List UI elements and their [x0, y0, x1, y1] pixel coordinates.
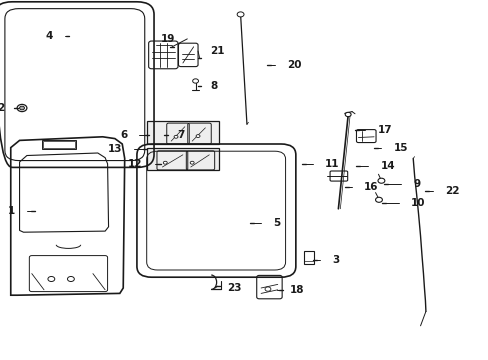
- Text: 18: 18: [289, 285, 304, 295]
- Circle shape: [375, 197, 382, 202]
- Circle shape: [196, 135, 200, 138]
- Text: 9: 9: [412, 179, 420, 189]
- Circle shape: [190, 161, 194, 164]
- Text: 12: 12: [128, 159, 142, 169]
- Text: 20: 20: [287, 60, 302, 70]
- Circle shape: [237, 12, 244, 17]
- Text: 22: 22: [444, 186, 459, 196]
- Bar: [43, 141, 75, 148]
- Text: 11: 11: [325, 159, 339, 169]
- Text: 13: 13: [107, 144, 122, 154]
- Circle shape: [48, 276, 55, 282]
- Text: 10: 10: [410, 198, 425, 208]
- Text: 16: 16: [364, 182, 378, 192]
- Text: 5: 5: [272, 218, 280, 228]
- Text: 8: 8: [210, 81, 217, 91]
- Text: 1: 1: [7, 206, 15, 216]
- Text: 6: 6: [120, 130, 127, 140]
- Text: 23: 23: [227, 283, 242, 293]
- Bar: [41, 140, 76, 149]
- Bar: [146, 121, 219, 144]
- Circle shape: [163, 161, 167, 164]
- Circle shape: [17, 104, 27, 112]
- Text: 4: 4: [45, 31, 53, 41]
- Circle shape: [264, 287, 270, 291]
- Text: 17: 17: [377, 125, 391, 135]
- Text: 19: 19: [161, 34, 175, 44]
- Circle shape: [345, 112, 350, 117]
- Bar: [304, 251, 313, 264]
- Bar: [146, 148, 219, 170]
- Circle shape: [174, 135, 178, 138]
- Circle shape: [67, 276, 74, 282]
- Text: 15: 15: [393, 143, 407, 153]
- Text: 7: 7: [177, 130, 184, 140]
- Circle shape: [192, 79, 198, 83]
- Circle shape: [377, 178, 384, 183]
- Circle shape: [20, 106, 24, 110]
- Text: 3: 3: [332, 255, 339, 265]
- Text: 21: 21: [210, 46, 224, 56]
- Text: 2: 2: [0, 103, 4, 113]
- Text: 14: 14: [380, 161, 394, 171]
